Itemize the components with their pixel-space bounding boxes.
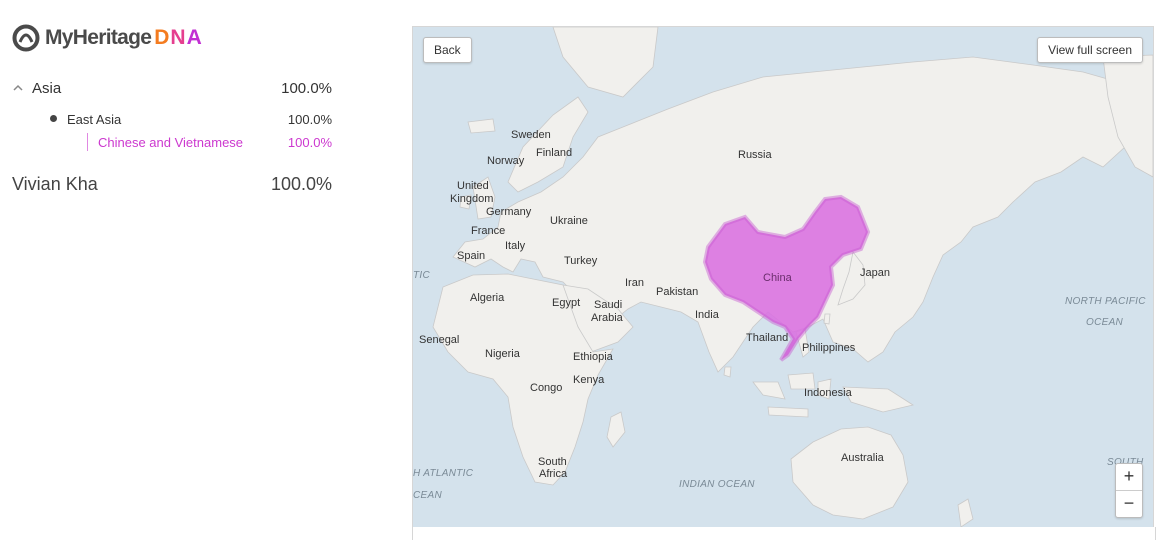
map-label-russia: Russia [738, 149, 772, 161]
ethnicity-region-highlight [702, 194, 871, 362]
person-name: Vivian Kha [12, 173, 98, 194]
ocean-label-indian-ocean: INDIAN OCEAN [679, 479, 755, 490]
map-label-south: South [538, 456, 567, 468]
map-label-ethiopia: Ethiopia [573, 351, 613, 363]
map-label-australia: Australia [841, 452, 884, 464]
map-label-nigeria: Nigeria [485, 348, 520, 360]
map-label-japan: Japan [860, 267, 890, 279]
map-footer-strip [412, 527, 1156, 540]
region-row-asia[interactable]: Asia 100.0% [12, 78, 332, 98]
map-label-philippines: Philippines [802, 342, 856, 354]
ethnicity-label[interactable]: Chinese and Vietnamese [98, 134, 244, 150]
world-map-canvas [432, 27, 1153, 528]
person-percentage: 100.0% [270, 173, 332, 194]
ocean-label-tic: TIC [413, 270, 431, 281]
ocean-label-cean: CEAN [413, 490, 442, 501]
map-label-kenya: Kenya [573, 374, 605, 386]
map-label-senegal: Senegal [419, 334, 460, 346]
map-label-turkey: Turkey [564, 255, 598, 267]
zoom-in-button[interactable]: + [1116, 464, 1142, 491]
map-label-indonesia: Indonesia [804, 387, 852, 399]
region-percentage: 100.0% [281, 79, 332, 97]
map-label-italy: Italy [505, 240, 526, 252]
map-label-ukraine: Ukraine [550, 215, 588, 227]
map-label-pakistan: Pakistan [656, 286, 699, 298]
map-label-finland: Finland [536, 147, 573, 159]
map-label-france: France [471, 225, 506, 237]
map-label-iran: Iran [625, 277, 644, 289]
subregion-row-east-asia[interactable]: East Asia 100.0% [12, 110, 332, 128]
ocean-label-north-pacific: NORTH PACIFIC [1065, 296, 1146, 307]
map-label-united: United [457, 180, 489, 192]
map-label-saudi: Saudi [594, 299, 623, 311]
ocean-label-south: SOUTH [1107, 457, 1144, 468]
zoom-out-button[interactable]: − [1123, 493, 1135, 513]
ethnicity-percentage: 100.0% [287, 134, 332, 150]
ethnicity-indent-line [87, 133, 88, 151]
dna-wordmark: DNA [154, 26, 203, 49]
chevron-up-icon[interactable] [12, 82, 24, 94]
view-full-screen-button[interactable]: View full screen [1037, 37, 1143, 63]
ethnicity-row-chinese-vietnamese[interactable]: Chinese and Vietnamese 100.0% [12, 133, 332, 151]
map-label-thailand: Thailand [746, 332, 789, 344]
map-label-norway: Norway [487, 155, 525, 167]
zoom-control: + − [1115, 463, 1143, 518]
map-label-kingdom: Kingdom [450, 193, 494, 205]
bullet-icon [50, 115, 57, 122]
ethnicity-map[interactable]: Sweden Finland Norway Russia United King… [412, 26, 1154, 529]
map-label-spain: Spain [457, 250, 486, 262]
map-label-china: China [763, 272, 792, 284]
subregion-label: East Asia [67, 111, 122, 127]
brand-name: MyHeritage [45, 26, 152, 49]
ocean-label-ocean: OCEAN [1086, 317, 1124, 328]
map-label-germany: Germany [486, 206, 532, 218]
myheritage-logo[interactable]: MyHeritage DNA [12, 24, 203, 52]
back-button[interactable]: Back [423, 37, 472, 63]
map-label-sweden: Sweden [511, 129, 551, 141]
myheritage-logo-icon [12, 24, 40, 52]
subregion-percentage: 100.0% [287, 111, 332, 127]
map-label-africa: Africa [539, 468, 568, 480]
map-label-arabia: Arabia [591, 312, 623, 324]
map-label-india: India [695, 309, 719, 321]
person-row: Vivian Kha 100.0% [12, 172, 332, 196]
map-label-algeria: Algeria [470, 292, 505, 304]
map-label-egypt: Egypt [552, 297, 581, 309]
ocean-label-h-atlantic: H ATLANTIC [413, 468, 474, 479]
region-label: Asia [32, 79, 62, 97]
map-label-congo: Congo [530, 382, 563, 394]
